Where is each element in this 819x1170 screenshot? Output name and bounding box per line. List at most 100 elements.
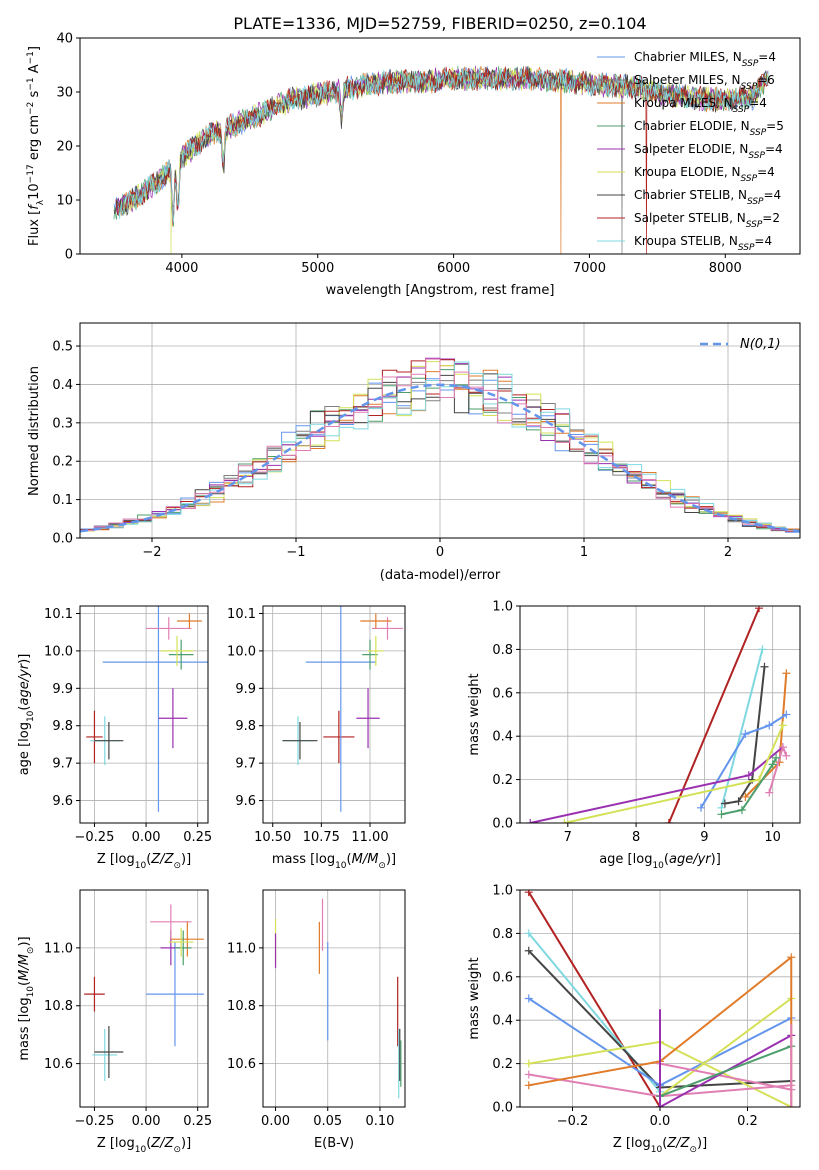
legend-text: Chabrier ELODIE, N (634, 119, 750, 133)
legend-entry-salpeter_miles: Salpeter MILES, NSSP=6 (634, 73, 775, 92)
spectrum-ytick-label: 0 (65, 248, 73, 263)
mass_vs_Z-ytick-label: 11.0 (44, 941, 73, 956)
legend-text: Chabrier STELIB, N (634, 188, 747, 202)
age_vs_mass-ytick-label: 9.6 (235, 794, 256, 809)
age_vs_mass-xtick-label: 10.75 (303, 830, 340, 845)
spectrum-frame-group: 4000 5000 6000 7000 8000 0 10 20 30 40 Chabrier MI… (26, 32, 801, 298)
spectrum-ylabel-part: Flux [ (27, 210, 42, 246)
legend-tail: =4 (757, 165, 775, 179)
residual_hist-xtick-label: 0 (436, 545, 444, 560)
weight_vs_Z-line (659, 1062, 792, 1091)
legend-tail: =6 (757, 73, 775, 87)
weight_vs_Z-marker (524, 1059, 533, 1068)
weight_vs_age-ytick-label: 0.8 (492, 643, 513, 658)
weight_vs_age-marker (778, 743, 787, 752)
residual_hist-ytick-label: 0.1 (52, 493, 73, 508)
age_vs_Z-errorbar-kroupa_miles (177, 613, 202, 629)
weight_vs_Z-line (659, 1045, 792, 1098)
age_vs_mass-xlabel-part: ( (347, 852, 352, 867)
weight_vs_Z-line (659, 997, 792, 1098)
mass_vs_Z-errorbar-kroupa_elodie (168, 927, 194, 957)
weight_vs_age-line (667, 607, 760, 823)
mass_vs_Z-ylabel-part: 10 (26, 986, 36, 998)
mass_vs_Z-xlabel-part: Z [log (97, 1136, 135, 1151)
mass_vs_Z-errorbar-chabrier_elodie (174, 930, 192, 966)
spectrum-xtick-label: 7000 (573, 261, 606, 276)
mass_vs_Z-ylabel-part: M/M (17, 954, 32, 981)
hist-xlabel: (data-model)/error (380, 568, 501, 583)
legend-text: Salpeter STELIB, N (634, 211, 746, 225)
age_vs_mass-ytick-label: 9.8 (235, 719, 256, 734)
age_vs_mass-errorbar-chabrier_miles (305, 606, 376, 812)
weight_vs_Z-xlabel-part: 10 (651, 1145, 663, 1155)
weight_vs_age-series-chabrier_miles (696, 710, 791, 812)
weight_vs_Z-ytick-label: 0.8 (492, 927, 513, 942)
spectrum-xtick-label: 5000 (301, 261, 334, 276)
legend-text: Kroupa ELODIE, N (634, 165, 741, 179)
age_vs_Z-xlabel-part: Z [log (97, 852, 135, 867)
age_vs_Z-errorbar-pink (146, 617, 192, 640)
mass_vs_ebv-frame (262, 889, 406, 1108)
weight_vs_age-ytick-label: 1.0 (492, 600, 513, 615)
residual_hist-frame-group: −2 −1 0 1 2 0.0 0.1 0.2 0.3 0.4 0.5 N(0,1) (data-mod… (27, 322, 801, 583)
residual_hist-ytick-label: 0.3 (52, 416, 73, 431)
mass_vs_Z-xlabel-part: Z/Z (150, 1136, 174, 1151)
weight_vs_age-marker (760, 662, 769, 671)
age_vs_Z-errorbar-chabrier_miles (102, 606, 208, 812)
legend-entry-kroupa_miles: Kroupa MILES, NSSP=4 (634, 96, 767, 115)
weight_vs_Z-marker (524, 890, 533, 897)
mass_vs_ebv-plot-area (274, 898, 402, 1099)
age_vs_Z-ylabel-part: ( (17, 706, 32, 711)
legend-entry-chabrier_miles: Chabrier MILES, NSSP=4 (634, 50, 776, 69)
legend-tail: =2 (762, 211, 780, 225)
weight_vs_age-xlabel: age [log10(age/yr)] (599, 852, 721, 871)
age_vs_mass-xlabel-part: mass [log (272, 852, 335, 867)
mass_vs_Z-plot-area (84, 904, 204, 1081)
age_vs_Z-xtick-label: 0.00 (132, 830, 161, 845)
weight_vs_age-series-salpeter_stelib (664, 606, 764, 823)
weight_vs_Z-xlabel-part: Z [log (613, 1136, 651, 1151)
age_vs_mass-xlabel-part: )] (386, 852, 396, 867)
legend-entry-salpeter_elodie: Salpeter ELODIE, NSSP=4 (634, 142, 783, 161)
weight_vs_Z-ylabel: mass weight (467, 957, 482, 1039)
spectrum-xtick-label: 4000 (165, 261, 198, 276)
age_vs_Z-xlabel-part: ⊙ (173, 861, 181, 871)
residual_hist-ytick-label: 0.4 (52, 378, 73, 393)
legend-sub: SSP (747, 197, 764, 207)
residual_hist-plot-area (80, 357, 800, 533)
weight_vs_Z-xtick-label: 0.0 (650, 1114, 671, 1129)
weight_vs_age-xlabel-part: )] (711, 852, 721, 867)
spectrum-ylabel-part: s (27, 90, 42, 101)
mass_vs_Z-xlabel-part: 10 (135, 1145, 147, 1155)
spectrum-ylabel-part: f (27, 203, 42, 210)
legend-sub: SSP (741, 174, 758, 184)
legend-tail: =4 (749, 96, 767, 110)
age_vs_Z-frame (79, 605, 209, 824)
residual_hist-ytick-label: 0.2 (52, 455, 73, 470)
legend-tail: =4 (765, 142, 783, 156)
weight_vs_age-xtick-label: 8 (632, 830, 640, 845)
age_vs_Z-ylabel: age [log10(age/yr)] (17, 654, 36, 776)
age_vs_Z-xlabel: Z [log10(Z/Z⊙)] (97, 852, 191, 871)
age_vs_mass-ytick-label: 9.9 (235, 682, 256, 697)
weight_vs_age-marker (737, 805, 746, 814)
weight_vs_age-ytick-label: 0.6 (492, 686, 513, 701)
mass_vs_ebv-ytick-label: 10.6 (227, 1057, 256, 1072)
legend-entry-salpeter_stelib: Salpeter STELIB, NSSP=2 (634, 211, 780, 230)
weight_vs_Z-xlabel-part: ( (662, 1136, 667, 1151)
legend-entry-chabrier_elodie: Chabrier ELODIE, NSSP=5 (634, 119, 784, 138)
weight_vs_Z-ytick-label: 0.0 (492, 1101, 513, 1116)
age_vs_Z-ytick-label: 9.7 (52, 757, 73, 772)
spectrum-ylabel: Flux [fλ10−17 erg cm−2 s−1 A−1] (26, 46, 46, 246)
spectrum-xlabel: wavelength [Angstrom, rest frame] (326, 283, 555, 298)
weight_vs_age-marker (765, 721, 774, 730)
mass_vs_Z-errorbar-chabrier_stelib (94, 1025, 124, 1079)
age_vs_mass-errorbar-kroupa_miles (360, 613, 392, 629)
weight_vs_age-marker (768, 760, 777, 769)
mass_vs_ebv-ytick-label: 10.8 (227, 999, 256, 1014)
age_vs_Z-errorbar-chabrier_stelib (94, 721, 124, 760)
age_vs_Z-ytick-label: 9.6 (52, 794, 73, 809)
